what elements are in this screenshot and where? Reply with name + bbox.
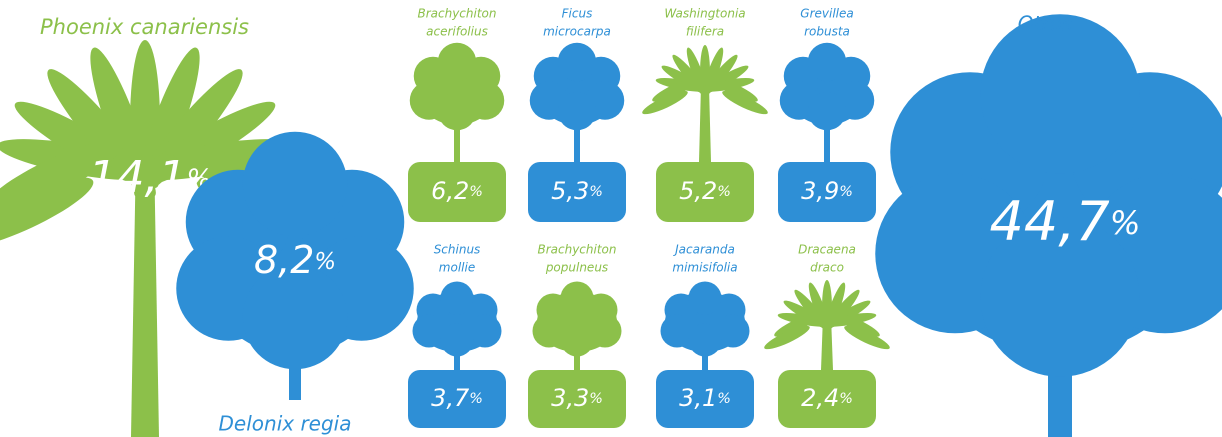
crown-lobe [438,43,477,82]
species-name: populneus [545,261,608,275]
infographic: Phoenix canariensis 14,1% Delonix regia 8,2… [0,0,1222,437]
percentage-value: 2,4 [801,384,839,412]
percentage-value: 5,3 [551,177,589,205]
crown-lobe [717,315,750,348]
crown-lobe [589,315,622,348]
crown-lobe [561,282,594,315]
percentage-unit: % [839,391,853,407]
percentage-value: 3,7 [431,384,470,412]
species-name: Dracaena [798,243,856,257]
percentage-unit: % [469,184,483,200]
species-name: filifera [686,25,724,39]
crown-lobe [438,92,477,131]
species-name: acerifolius [426,25,488,39]
species-name: Brachychiton [417,7,496,21]
crown-lobe [689,282,722,315]
species: Otros 44,7% [875,12,1222,437]
species-name: mollie [439,261,475,275]
species-name: Ficus [562,7,593,21]
species: Dracaena draco 2,4% [762,243,892,429]
percentage-unit: % [1110,204,1141,242]
crown-lobe [980,14,1140,174]
species-name: Delonix regia [219,412,352,436]
species: Jacaranda mimisifolia 3,1% [656,243,754,429]
species-name: Jacaranda [673,243,735,257]
crown-lobe [561,324,594,357]
crown-lobe [441,324,474,357]
percentage-value: 3,3 [551,384,589,412]
species-name: robusta [804,25,850,39]
percentage-unit: % [314,249,336,275]
percentage-value: 6,2 [431,177,469,205]
crown-lobe [808,43,847,82]
percentage-unit: % [469,391,483,407]
percentage-unit: % [589,184,603,200]
percentage-value: 44,7 [989,190,1109,253]
species: Schinus mollie 3,7% [408,243,506,429]
crown-lobe [469,315,502,348]
species: Grevillea robusta 3,9% [778,7,876,223]
percentage-unit: % [717,184,731,200]
species: Ficus microcarpa 5,3% [528,7,626,223]
percentage-unit: % [589,391,603,407]
percentage-value: 14,1 [88,152,186,203]
percentage-value: 3,9 [801,177,839,205]
percentage-value: 8,2 [254,238,314,282]
crown-lobe [808,92,847,131]
species-name: Grevillea [800,7,853,21]
species-name: Otros [1018,12,1072,36]
crown-lobe [413,315,446,348]
crown-lobe [441,282,474,315]
species-name: Washingtonia [664,7,745,21]
species-name: microcarpa [543,25,611,39]
percentage-unit: % [717,391,731,407]
crown-lobe [243,132,348,237]
species-name: Schinus [434,243,481,257]
crown-lobe [689,324,722,357]
species-name: Phoenix canariensis [40,15,249,39]
crown-lobe [661,315,694,348]
percentage-unit: % [839,184,853,200]
species-name: mimisifolia [672,261,737,275]
species-name: draco [810,261,844,275]
crown-lobe [558,92,597,131]
crown-lobe [533,315,566,348]
species: Delonix regia 8,2% [176,132,414,436]
species-name: Brachychiton [537,243,616,257]
percentage-value: 3,1 [679,384,717,412]
percentage-value: 5,2 [679,177,717,205]
species: Brachychiton acerifolius 6,2% [408,7,506,223]
species: Washingtonia filifera 5,2% [640,7,770,223]
crown-lobe [558,43,597,82]
species: Brachychiton populneus 3,3% [528,243,626,429]
